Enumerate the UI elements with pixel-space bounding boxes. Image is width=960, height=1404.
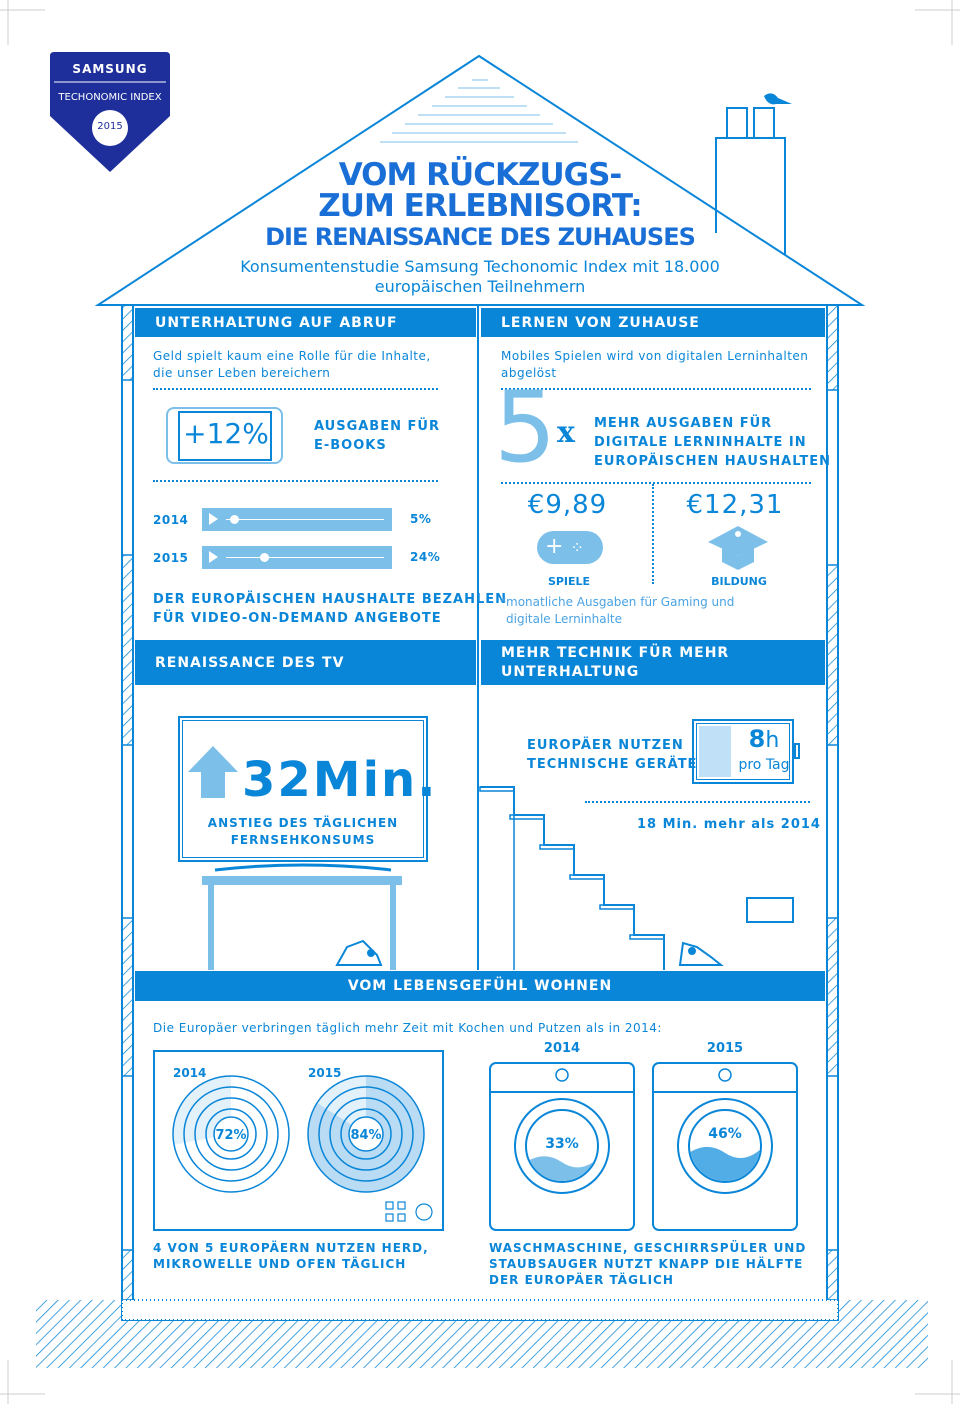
section-header-wohnen: VOM LEBENSGEFÜHL WOHNEN	[135, 971, 825, 1001]
progress-knob	[259, 553, 269, 562]
battery-icon: 8h pro Tag	[692, 719, 800, 784]
control-button-icon	[397, 1201, 406, 1210]
samsung-badge: SAMSUNG TECHONOMIC INDEX 2015	[50, 52, 170, 172]
knob-icon	[415, 1203, 433, 1221]
tv-screen	[178, 716, 428, 862]
sneaker-icon	[678, 941, 724, 966]
arrow-up-icon	[188, 746, 238, 798]
s4-text: EUROPÄER NUTZEN TECHNISCHE GERÄTE	[527, 738, 698, 772]
year-label: 2014	[544, 1041, 580, 1056]
s2-text: MEHR AUSGABEN FÜR DIGITALE LERNINHALTE IN…	[594, 416, 831, 469]
control-button-icon	[397, 1213, 406, 1222]
tv-stand	[202, 876, 402, 885]
tv-caption: ANSTIEG DES TÄGLICHEN FERNSEHKONSUMS	[207, 816, 399, 847]
s2-footnote: *monatliche Ausgaben für Gaming und digit…	[500, 595, 735, 626]
section-header-tv: RENAISSANCE DES TV	[135, 640, 476, 685]
year-label: 2014	[153, 513, 189, 527]
control-button-icon	[385, 1201, 394, 1210]
section-header-technik: MEHR TECHNIK FÜR MEHR UNTERHALTUNG	[481, 640, 825, 685]
washer-caption: WASCHMASCHINE, GESCHIRRSPÜLER UND STAUBSA…	[489, 1241, 807, 1287]
stove-panel	[153, 1050, 444, 1231]
s1-intro: Geld spielt kaum eine Rolle für die Inha…	[153, 349, 431, 380]
percent-label: 24%	[410, 550, 441, 564]
dial-icon	[555, 1068, 569, 1082]
stove-caption: 4 VON 5 EUROPÄERN NUTZEN HERD, MIKROWELLE…	[153, 1241, 429, 1271]
bird-icon	[764, 93, 792, 105]
percent-label: 5%	[410, 512, 432, 526]
control-button-icon	[385, 1213, 394, 1222]
s2-intro: Mobiles Spielen wird von digitalen Lerni…	[501, 349, 809, 380]
subtitle: Konsumentenstudie Samsung Techonomic Ind…	[240, 257, 720, 296]
stove-burners: 72% 2014 84% 2015	[172, 1066, 433, 1222]
vod-progress-bar	[202, 546, 392, 569]
year-label: 2014	[173, 1066, 206, 1080]
ebooks-label: AUSGABEN FÜR E-BOOKS	[314, 419, 440, 453]
dial-icon	[718, 1068, 732, 1082]
sneaker-icon	[335, 939, 383, 966]
year-label: 2015	[308, 1066, 341, 1080]
year-label: 2015	[707, 1041, 743, 1056]
year-label: 2015	[153, 551, 189, 565]
vod-progress-bar	[202, 508, 392, 531]
burner-value: 84%	[350, 1128, 381, 1143]
burner-value: 72%	[215, 1128, 246, 1143]
graduation-cap-icon	[708, 526, 768, 570]
water-level	[527, 1156, 597, 1181]
washing-machines: 2014 33% 2015 46%	[489, 1041, 798, 1231]
page-title: VOM RÜCKZUGS- ZUM ERLEBNISORT: DIE RENAI…	[265, 157, 696, 252]
water-level	[690, 1146, 760, 1181]
gamepad-icon: + ⁘	[537, 531, 603, 564]
power-socket-icon	[746, 897, 794, 923]
washer-value: 33%	[545, 1136, 579, 1152]
vod-caption: DER EUROPÄISCHEN HAUSHALTE BEZAHLEN FÜR V…	[153, 592, 508, 626]
progress-knob	[229, 515, 239, 524]
section-header-unterhaltung: UNTERHALTUNG AUF ABRUF	[135, 308, 476, 337]
section-header-lernen: LERNEN VON ZUHAUSE	[481, 308, 825, 337]
tablet-icon: +12%	[166, 407, 283, 464]
washer-value: 46%	[708, 1126, 742, 1142]
